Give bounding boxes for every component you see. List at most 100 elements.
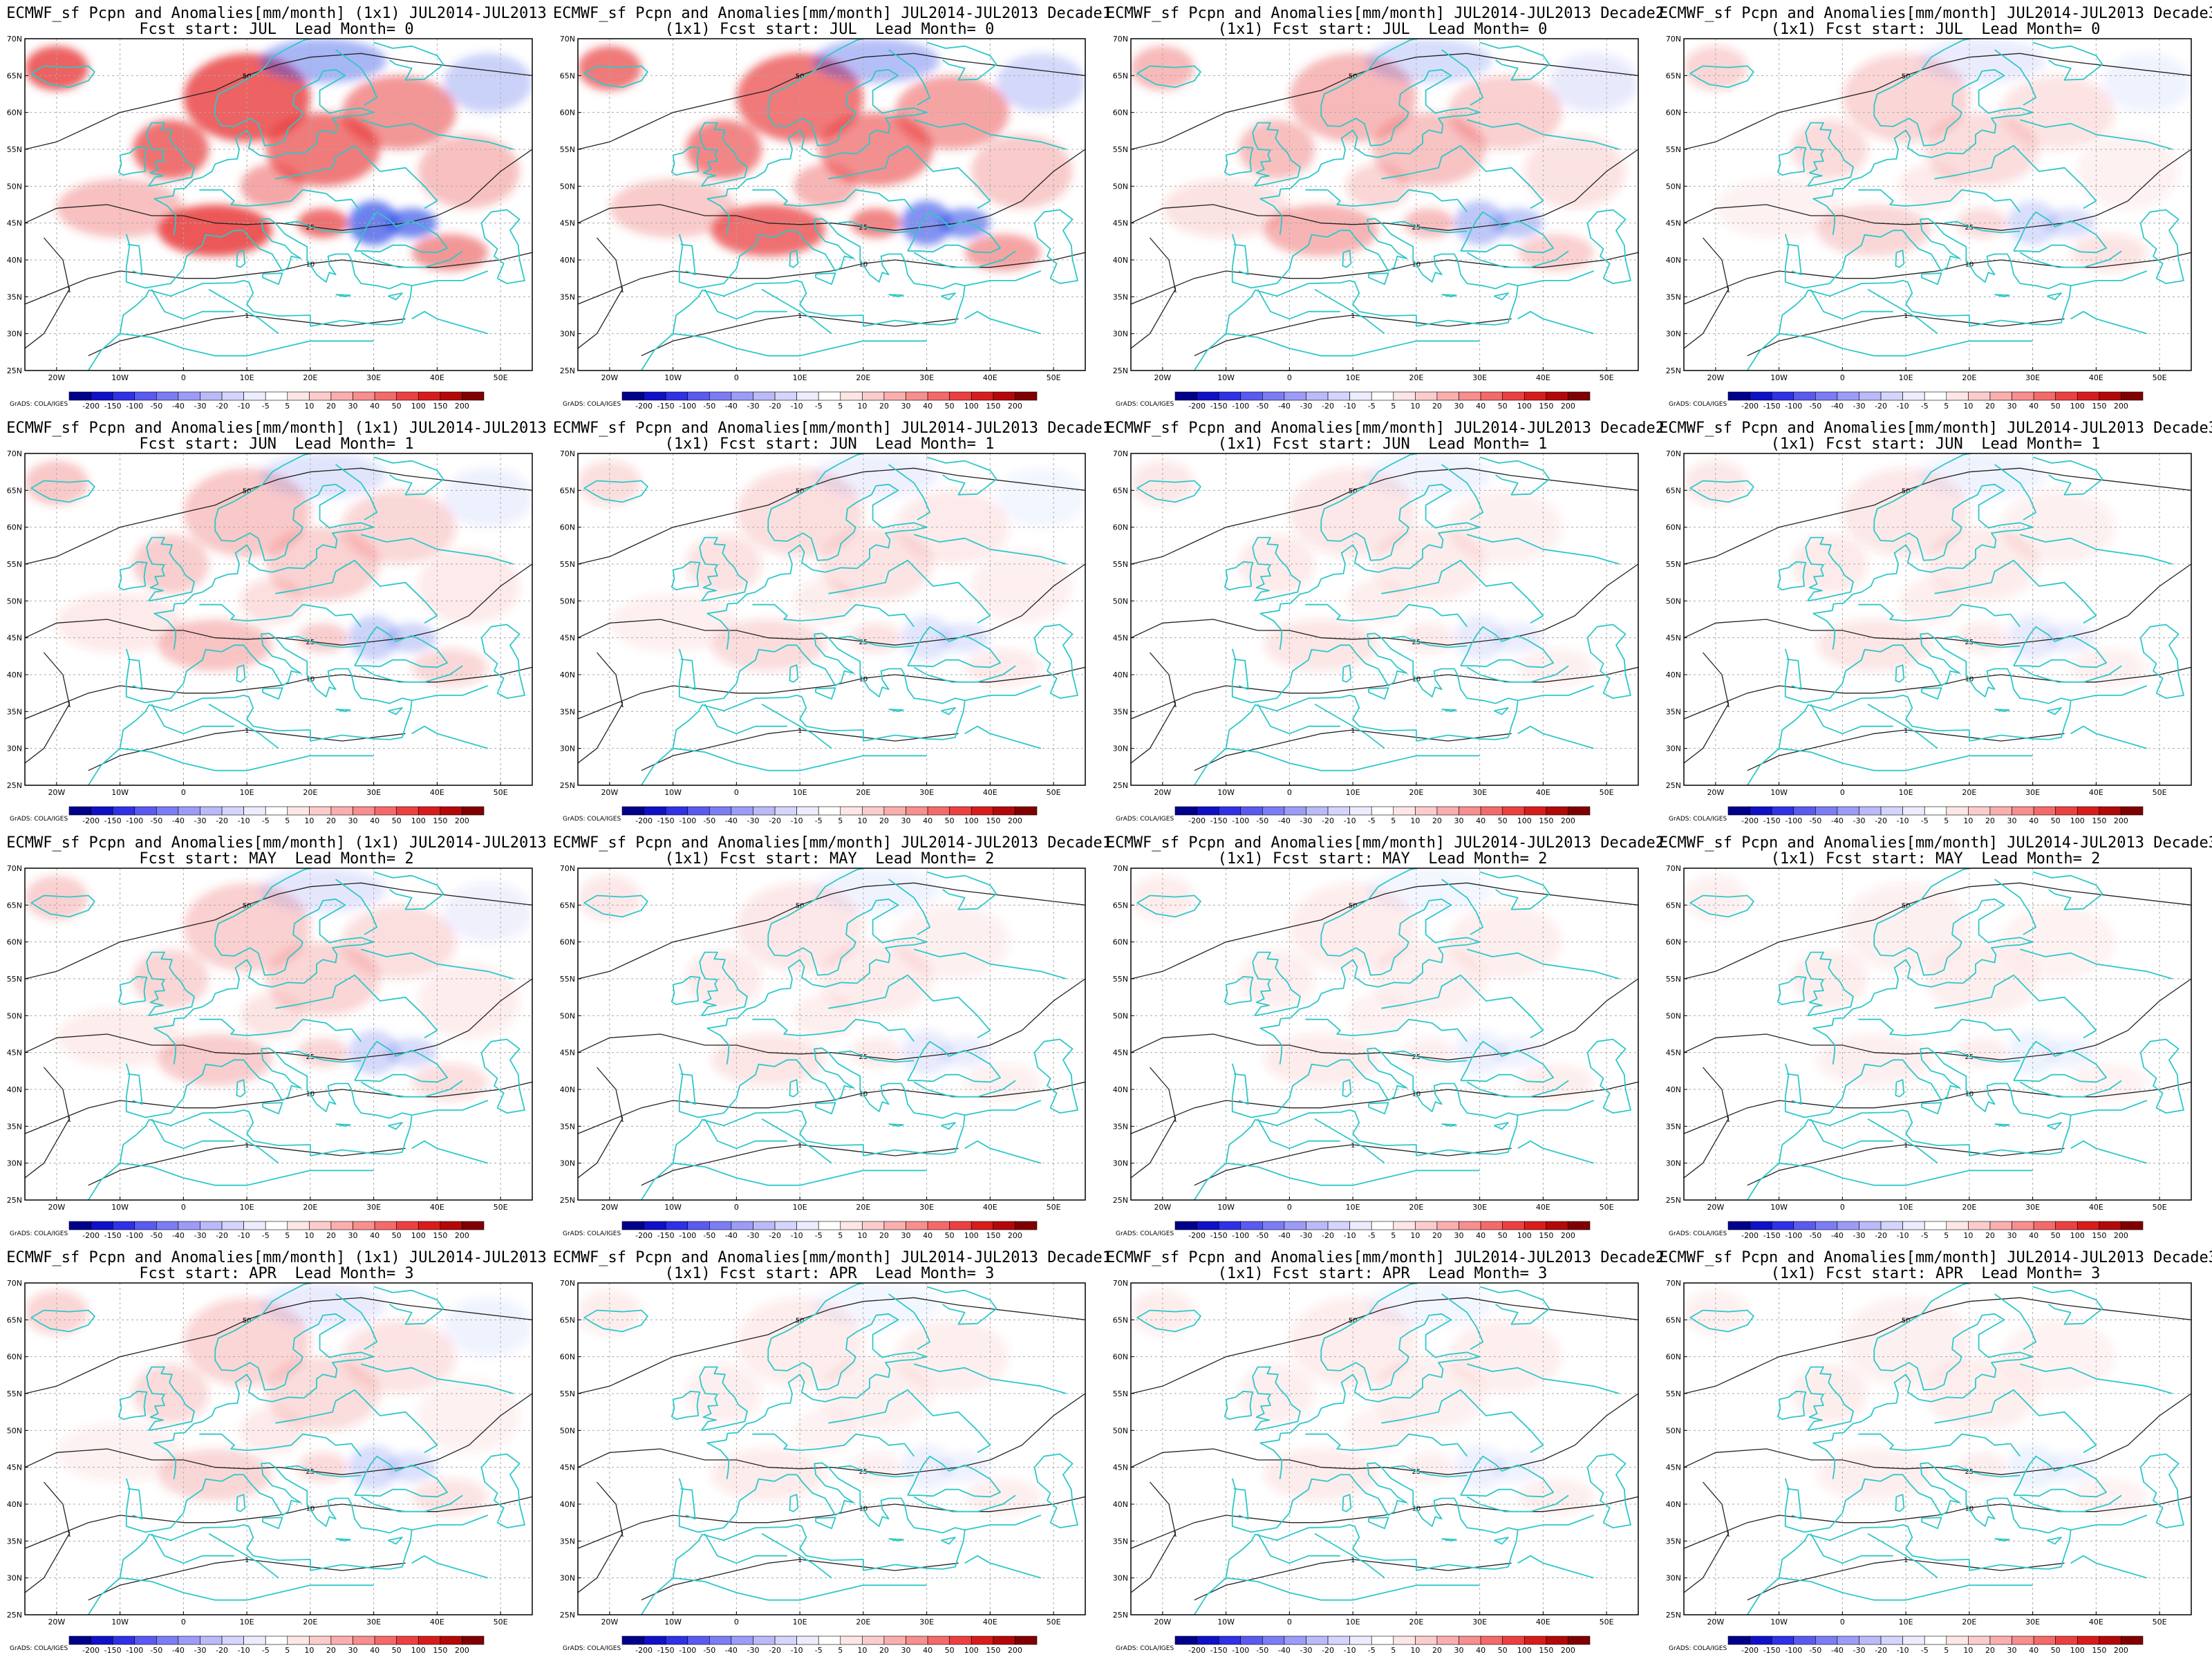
map-svg: 1012550125N30N35N40N45N50N55N60N65N70N20… <box>1113 449 1639 825</box>
contour-label: 25 <box>1412 1053 1421 1061</box>
colorbar-label: 20 <box>1985 402 1995 411</box>
colorbar-label: -10 <box>1897 1231 1909 1240</box>
positive-anomaly <box>411 1063 488 1100</box>
positive-anomaly <box>964 648 1041 686</box>
lon-tick-label: 0 <box>1287 1203 1292 1212</box>
colorbar-swatch <box>1371 806 1394 816</box>
lat-tick-label: 60N <box>1113 523 1128 532</box>
coastline <box>88 632 413 785</box>
colorbar-swatch <box>1284 1635 1306 1645</box>
colorbar-label: -200 <box>635 1231 653 1240</box>
coastline <box>1786 1488 1802 1520</box>
colorbar-label: 100 <box>1517 816 1532 825</box>
coastline <box>828 974 991 1039</box>
lat-tick-label: 50N <box>7 597 22 606</box>
colorbar-swatch <box>862 1635 885 1645</box>
contour-label: 1 <box>798 1557 802 1564</box>
map-frame <box>577 453 1086 786</box>
colorbar-swatch <box>1197 391 1219 401</box>
contour-label: 1 <box>620 702 624 709</box>
coastline <box>411 1555 489 1579</box>
coastline <box>1460 1455 1554 1498</box>
colorbar-label: 5 <box>838 1231 843 1240</box>
coastline <box>2020 1363 2173 1394</box>
lat-tick-label: 55N <box>1666 145 1681 154</box>
colorbar-swatch <box>1240 1221 1263 1230</box>
coastline <box>1921 1102 1942 1115</box>
lat-tick-label: 60N <box>560 938 575 947</box>
lon-tick-label: 50E <box>2153 788 2167 797</box>
coastline <box>752 1018 915 1042</box>
coastline <box>1994 1123 2010 1127</box>
colorbar-label: 200 <box>2114 1646 2128 1655</box>
lon-tick-label: 30E <box>366 1618 381 1627</box>
colorbar-swatch <box>2012 806 2034 816</box>
colorbar-swatch <box>2012 391 2034 401</box>
negative-anomaly <box>2045 623 2097 653</box>
coastline <box>1747 1462 2072 1615</box>
lat-tick-label: 35N <box>1666 1122 1681 1131</box>
coastline <box>941 707 956 715</box>
contour-label: 25 <box>859 639 868 646</box>
colorbar-label: -30 <box>194 402 206 411</box>
lat-tick-label: 35N <box>1666 707 1681 716</box>
colorbar-swatch <box>1349 1221 1372 1230</box>
colorbar-swatch <box>1480 806 1503 816</box>
lon-tick-label: 40E <box>1536 788 1550 797</box>
coastline <box>926 456 997 496</box>
positive-anomaly <box>1517 1063 1594 1100</box>
contour-line <box>25 978 532 1060</box>
lon-tick-label: 0 <box>734 1203 739 1212</box>
colorbar-label: 10 <box>304 816 314 825</box>
lat-tick-label: 60N <box>7 523 22 532</box>
colorbar-label: 10 <box>1410 1646 1420 1655</box>
colorbar-swatch <box>862 391 885 401</box>
negative-anomaly <box>1549 53 1638 113</box>
coastline <box>411 270 489 287</box>
colorbar-swatch <box>134 806 157 816</box>
colorbar-swatch <box>971 391 994 401</box>
colorbar: -200 -150 -100 -50 -40 -30 -20 -10 -5 5 10 20 30 40 50… <box>1174 391 1591 411</box>
coastline <box>2139 1453 2184 1528</box>
colorbar-swatch <box>1524 806 1547 816</box>
lat-tick-label: 55N <box>560 975 575 984</box>
colorbar-label: -10 <box>791 816 803 825</box>
coastline <box>941 292 956 301</box>
coastline <box>118 975 148 1006</box>
colorbar-label: 100 <box>2070 1646 2085 1655</box>
colorbar-label: 150 <box>986 1646 1000 1655</box>
lat-tick-label: 35N <box>1113 1537 1128 1546</box>
colorbar-label: -10 <box>1897 402 1909 411</box>
colorbar-label: -20 <box>769 816 781 825</box>
colorbar-swatch <box>949 1635 972 1645</box>
colorbar-label: 100 <box>2070 1231 2085 1240</box>
coastline <box>1252 951 1301 1017</box>
colorbar-swatch <box>2033 806 2056 816</box>
colorbar-label: 40 <box>923 816 932 825</box>
contour-label: 25 <box>306 1053 315 1061</box>
coastline <box>1517 270 1595 287</box>
colorbar-swatch <box>1015 806 1038 816</box>
colorbar-label: -150 <box>657 1646 675 1655</box>
negative-anomaly <box>1918 453 2045 498</box>
positive-anomaly <box>1817 1449 1931 1501</box>
colorbar-label: 150 <box>986 402 1000 411</box>
map-svg: 1012550125N30N35N40N45N50N55N60N65N70N20… <box>560 449 1086 825</box>
panel-subtitle: (1x1) Fcst start: JUL Lead Month= 0 <box>664 21 995 38</box>
map-panel: ECMWF_sf Pcpn and Anomalies[mm/month] (1… <box>0 1244 553 1659</box>
grads-credit: GrADS: COLA/IGES <box>1116 1230 1174 1237</box>
lat-tick-label: 70N <box>560 449 575 458</box>
lat-tick-label: 35N <box>1666 1537 1681 1546</box>
lon-tick-label: 20E <box>1409 373 1423 382</box>
coastline <box>2019 1494 2122 1512</box>
lat-tick-label: 50N <box>560 1426 575 1435</box>
lat-tick-label: 65N <box>560 486 575 495</box>
coastline <box>360 250 463 268</box>
negative-anomaly <box>259 453 386 498</box>
contour-label: 25 <box>859 1053 868 1061</box>
colorbar-label: -150 <box>1763 816 1781 825</box>
colorbar-swatch <box>1502 391 1525 401</box>
coastline <box>1314 288 1385 335</box>
colorbar-label: -200 <box>635 402 653 411</box>
